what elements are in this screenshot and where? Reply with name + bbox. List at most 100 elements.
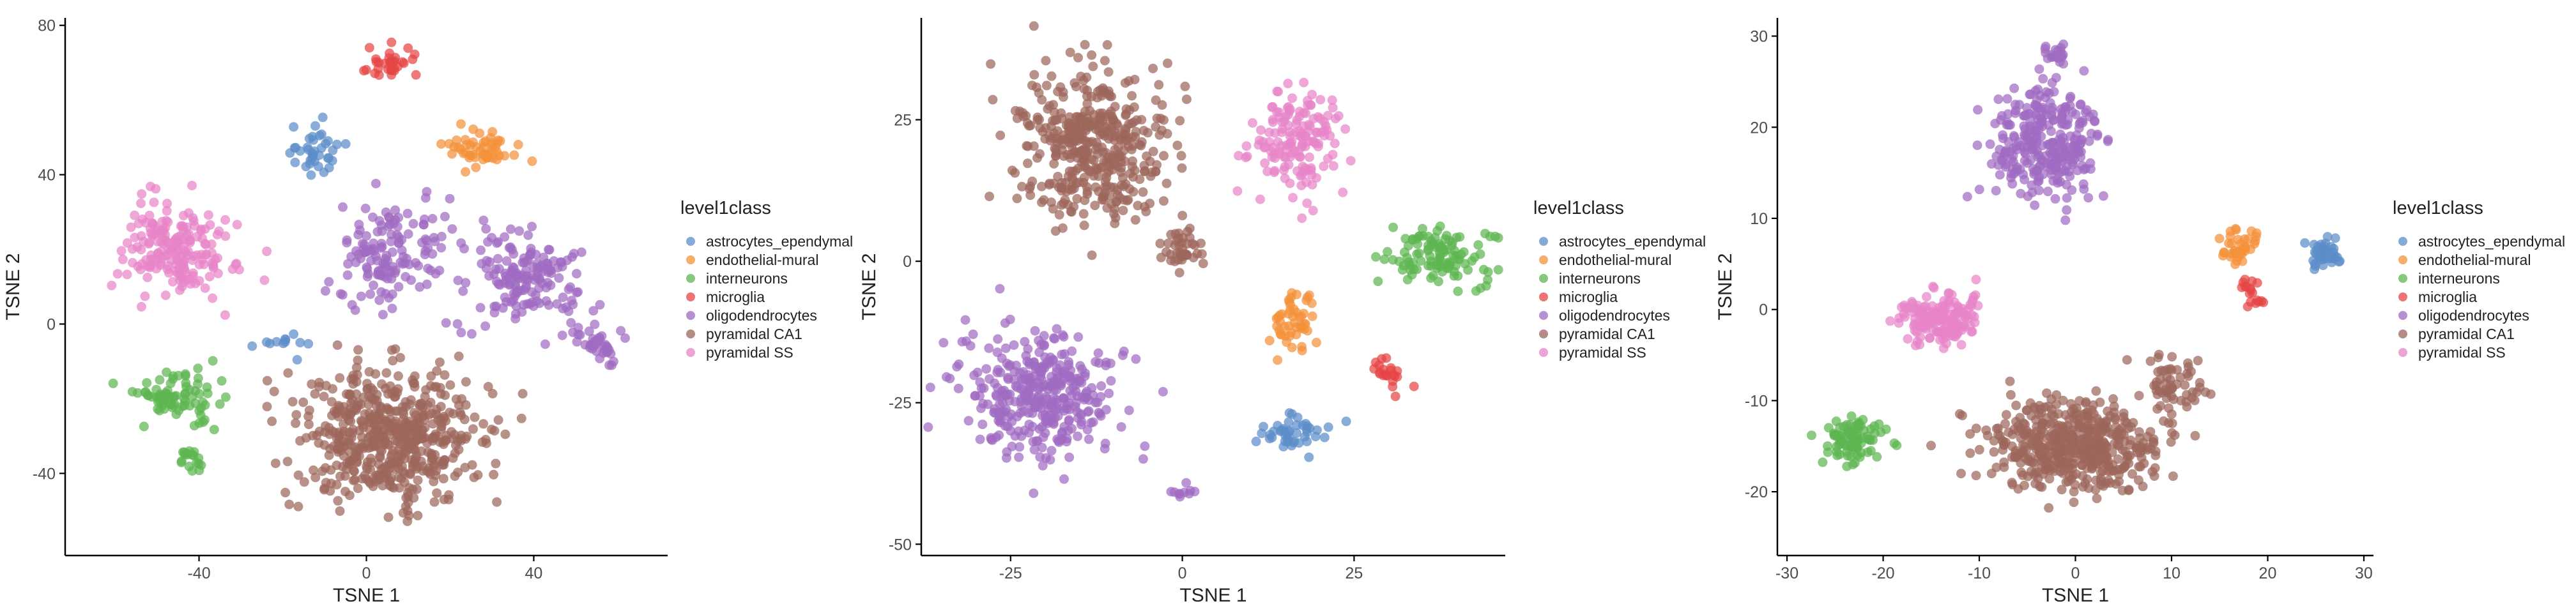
point: [1101, 172, 1112, 183]
point: [1159, 151, 1169, 161]
point: [1078, 209, 1089, 219]
point: [2113, 454, 2123, 464]
x-tick-label: -10: [1968, 564, 1991, 582]
point: [217, 376, 227, 386]
point: [1998, 133, 2008, 144]
point: [2041, 464, 2051, 474]
point: [518, 389, 528, 399]
legend-key: [1539, 274, 1548, 283]
legend-key: [2398, 237, 2407, 246]
point: [112, 269, 123, 279]
point: [1269, 166, 1280, 176]
y-axis-label: TSNE 2: [859, 253, 880, 320]
point: [1379, 254, 1390, 264]
point: [2074, 422, 2085, 432]
point: [174, 264, 185, 275]
point: [137, 259, 147, 269]
x-tick-label: -40: [187, 564, 210, 582]
point: [1137, 137, 1147, 147]
point: [2145, 356, 2156, 367]
point: [456, 238, 466, 248]
point: [2044, 120, 2054, 130]
point: [1299, 308, 1309, 319]
point: [303, 338, 314, 349]
point: [2030, 200, 2040, 210]
point: [923, 422, 933, 432]
point: [301, 162, 311, 172]
point: [1037, 422, 1047, 432]
legend-key: [1539, 292, 1548, 301]
point: [1065, 47, 1075, 57]
point: [1071, 166, 1080, 176]
point: [1032, 115, 1043, 125]
point: [1312, 338, 1321, 347]
point: [2028, 140, 2038, 151]
point: [192, 458, 202, 467]
point: [1473, 240, 1483, 250]
point: [1280, 162, 1290, 172]
point: [1874, 419, 1884, 429]
point: [136, 199, 146, 208]
x-axis-label: TSNE 1: [333, 585, 400, 606]
point: [371, 179, 381, 188]
point: [1059, 332, 1069, 342]
point: [1835, 423, 1845, 433]
point: [1126, 144, 1137, 155]
point: [438, 474, 448, 484]
point: [2230, 246, 2239, 256]
point: [2009, 83, 2020, 93]
point: [394, 213, 404, 223]
point: [318, 112, 328, 123]
point: [2122, 355, 2132, 365]
point: [299, 477, 309, 487]
point: [368, 481, 378, 492]
point: [438, 437, 448, 447]
y-tick-label: -25: [889, 395, 912, 412]
point: [2051, 390, 2062, 400]
point: [1319, 432, 1330, 443]
point: [1483, 267, 1493, 277]
point: [2068, 141, 2078, 151]
point: [1166, 255, 1176, 266]
point: [1023, 344, 1033, 354]
point: [493, 415, 503, 425]
point: [2043, 186, 2053, 197]
legend-title: level1class: [680, 198, 771, 218]
point: [200, 283, 210, 293]
point: [1100, 56, 1110, 66]
point: [284, 499, 295, 510]
point: [386, 426, 396, 436]
point: [139, 421, 149, 432]
point: [198, 417, 208, 427]
point: [1076, 146, 1086, 156]
point: [1177, 244, 1188, 254]
scatter-points: [1807, 39, 2345, 513]
point: [1010, 168, 1020, 178]
point: [1077, 392, 1087, 402]
point: [568, 299, 578, 310]
point: [1264, 127, 1275, 137]
point: [1075, 409, 1085, 419]
point: [1052, 363, 1062, 373]
point: [1015, 442, 1025, 452]
point: [1119, 129, 1129, 139]
point: [2008, 143, 2018, 153]
point: [408, 218, 418, 229]
point: [1402, 275, 1413, 285]
point: [1050, 144, 1060, 153]
point: [1328, 103, 1338, 113]
point: [1971, 471, 1981, 481]
point: [2069, 497, 2079, 508]
point: [388, 458, 399, 468]
point: [163, 217, 173, 227]
point: [939, 338, 949, 348]
point: [332, 480, 342, 490]
point: [493, 237, 503, 247]
point: [1267, 152, 1277, 162]
point: [401, 448, 411, 458]
point: [2062, 193, 2072, 203]
point: [1307, 311, 1317, 321]
point: [159, 404, 169, 414]
point: [1043, 416, 1054, 426]
point: [1966, 327, 1977, 337]
